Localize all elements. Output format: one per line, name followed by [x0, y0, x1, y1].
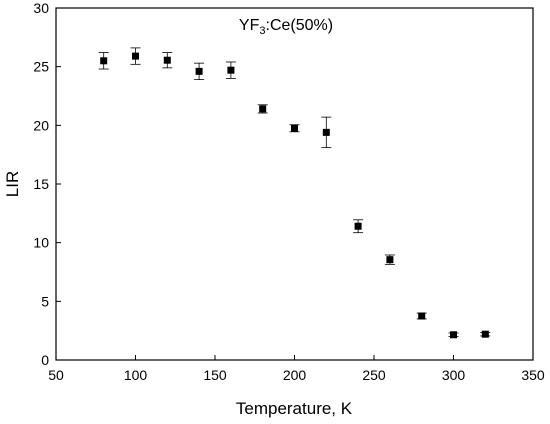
square-marker [259, 105, 267, 113]
x-tick-label: 350 [521, 367, 545, 383]
data-point [98, 52, 109, 70]
data-point [225, 61, 236, 79]
y-tick-label: 30 [33, 0, 49, 16]
square-marker [227, 66, 235, 74]
x-tick-label: 300 [442, 367, 466, 383]
y-tick-label: 0 [41, 352, 49, 368]
y-tick-label: 20 [33, 117, 49, 133]
data-point [289, 124, 300, 133]
x-tick-label: 100 [124, 367, 148, 383]
data-points [98, 47, 491, 339]
y-axis: 0 5 10 15 20 25 30 [33, 0, 61, 368]
plot-frame [55, 7, 534, 361]
y-axis-title: LIR [3, 171, 22, 197]
x-tick-label: 50 [48, 367, 64, 383]
square-marker [354, 222, 362, 230]
data-point [353, 219, 364, 234]
data-point [384, 254, 395, 265]
y-tick-label: 10 [33, 235, 49, 251]
data-point [321, 116, 332, 149]
square-marker [163, 56, 171, 64]
square-marker [418, 312, 426, 320]
square-marker [386, 256, 394, 264]
data-point [448, 331, 459, 339]
square-marker [291, 124, 298, 132]
square-marker [195, 67, 203, 75]
y-tick-label: 25 [33, 59, 49, 75]
square-marker [322, 128, 330, 136]
data-point [416, 312, 427, 320]
square-marker [450, 331, 457, 339]
y-tick-label: 15 [33, 176, 49, 192]
square-marker [100, 57, 108, 65]
x-tick-label: 150 [203, 367, 227, 383]
data-point [480, 330, 491, 338]
data-point [162, 52, 173, 69]
x-tick-label: 200 [283, 367, 307, 383]
chart-title: YF3:Ce(50%) [239, 17, 333, 37]
x-tick-label: 250 [362, 367, 386, 383]
x-axis: 50 100 150 200 250 300 350 [48, 355, 545, 383]
data-point [130, 47, 141, 65]
square-marker [481, 330, 489, 338]
y-tick-label: 5 [41, 293, 49, 309]
data-point [257, 104, 268, 114]
x-axis-title: Temperature, K [236, 399, 353, 418]
square-marker [132, 52, 139, 60]
data-point [194, 62, 205, 80]
